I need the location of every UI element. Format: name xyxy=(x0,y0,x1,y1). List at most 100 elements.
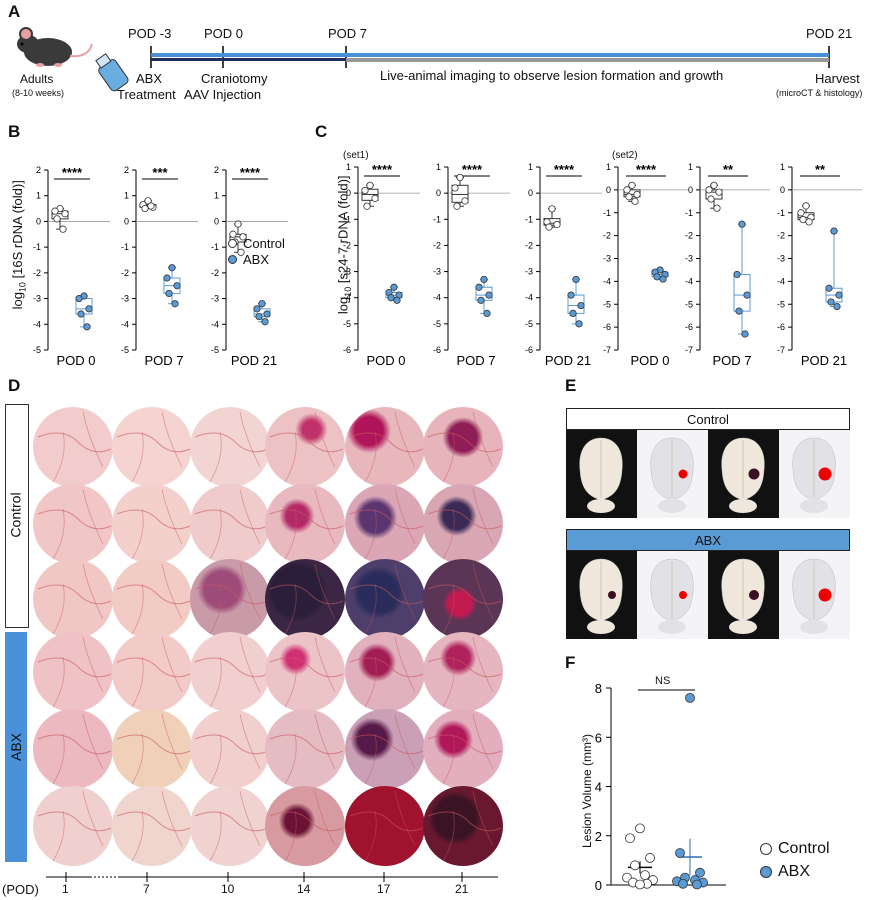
data-point xyxy=(799,216,807,224)
intravital-image-r5-c6 xyxy=(423,709,503,789)
intravital-image-r2-c5 xyxy=(345,484,425,564)
panel-a-label: A xyxy=(8,2,21,21)
data-point xyxy=(567,291,575,299)
data-point xyxy=(825,284,833,292)
legend-abx-marker xyxy=(228,255,237,264)
y-tick-label: -1 xyxy=(777,208,785,218)
y-tick-label: -5 xyxy=(211,345,219,355)
x-axis-label: POD 0 xyxy=(366,353,405,368)
data-point xyxy=(461,197,469,205)
treatment-label: Treatment xyxy=(117,87,176,102)
data-point xyxy=(59,225,67,233)
e-control-bar: Control xyxy=(566,408,850,430)
vessels-icon xyxy=(116,636,191,708)
y-tick-label: 0 xyxy=(606,185,611,195)
box-chart-8: -7 -6 -5 -4 -3 -2 -1 0 1 POD 21 ** xyxy=(777,162,862,368)
data-point xyxy=(735,307,743,315)
data-point xyxy=(390,283,398,291)
y-tick-label: -3 xyxy=(33,294,41,304)
brain-icon xyxy=(792,558,836,634)
data-point xyxy=(827,298,835,306)
data-point xyxy=(835,291,843,299)
y-tick-label: -5 xyxy=(121,345,129,355)
intravital-image-r5-c3 xyxy=(190,709,270,789)
y-tick-label: -2 xyxy=(777,231,785,241)
y-tick-label: -6 xyxy=(433,345,441,355)
vessels-icon xyxy=(427,790,502,862)
x-axis-label: POD 21 xyxy=(231,353,277,368)
vessels-icon xyxy=(116,411,191,483)
y-tick-label: -7 xyxy=(603,345,611,355)
y-tick-label: -6 xyxy=(343,345,351,355)
legend-abx: ABX xyxy=(228,252,269,267)
intravital-image-r4-c2 xyxy=(112,632,192,712)
vessels-icon xyxy=(194,411,269,483)
vessels-icon xyxy=(427,713,502,785)
data-point xyxy=(147,202,155,210)
y-tick-label: -2 xyxy=(525,240,533,250)
intravital-image-r2-c6 xyxy=(423,484,503,564)
brain-icon xyxy=(650,558,694,634)
pod-day-17: 17 xyxy=(377,882,391,896)
pod-day-14: 14 xyxy=(297,882,311,896)
vessels-icon xyxy=(349,488,424,560)
f-data-point xyxy=(630,860,640,871)
pod-day-1: 1 xyxy=(62,882,69,896)
f-y-tick-label: 6 xyxy=(595,730,602,745)
x-axis-label: POD 7 xyxy=(144,353,183,368)
f-data-point xyxy=(622,872,632,883)
brain-image-r2-c3 xyxy=(708,551,779,639)
box-chart-7: -7 -6 -5 -4 -3 -2 -1 0 1 POD 7 ** xyxy=(685,162,770,368)
intravital-image-r1-c3 xyxy=(190,407,270,487)
f-data-point xyxy=(645,853,655,863)
data-point xyxy=(141,204,149,213)
significance-stars: **** xyxy=(462,162,483,177)
y-tick-label: 1 xyxy=(436,162,441,172)
y-tick-label: -4 xyxy=(603,276,611,286)
y-tick-label: -1 xyxy=(121,242,129,252)
f-data-point xyxy=(642,878,652,889)
vessels-icon xyxy=(37,636,112,708)
data-point xyxy=(258,300,266,308)
vessels-icon xyxy=(194,488,269,560)
brain-icon xyxy=(721,558,765,634)
intravital-image-r6-c1 xyxy=(33,786,113,866)
data-point xyxy=(475,283,483,291)
f-data-point xyxy=(685,692,695,703)
y-tick-label: 1 xyxy=(606,162,611,172)
data-point xyxy=(453,202,461,210)
y-tick-label: 0 xyxy=(346,188,351,198)
x-axis-label: POD 7 xyxy=(712,353,751,368)
intravital-image-r4-c5 xyxy=(345,632,425,712)
y-tick-label: -2 xyxy=(121,268,129,278)
vessels-icon xyxy=(427,636,502,708)
brain-icon xyxy=(721,437,765,513)
data-point xyxy=(366,181,374,189)
vessels-icon xyxy=(349,563,424,635)
intravital-image-r6-c6 xyxy=(423,786,503,866)
f-legend-abx-text: ABX xyxy=(778,863,811,880)
x-axis-label: POD 0 xyxy=(630,353,669,368)
f-data-point xyxy=(692,879,702,890)
y-tick-label: 2 xyxy=(36,165,41,175)
vessels-icon xyxy=(194,636,269,708)
y-tick-label: 1 xyxy=(346,162,351,172)
intravital-image-r6-c4 xyxy=(265,786,345,866)
f-data-point xyxy=(690,875,700,885)
f-data-point xyxy=(680,872,690,883)
data-point xyxy=(361,186,369,195)
data-point xyxy=(577,301,585,310)
y-tick-label: -4 xyxy=(121,319,129,329)
f-data-point xyxy=(678,878,688,889)
vessels-icon xyxy=(269,488,344,560)
vessels-icon xyxy=(116,790,191,862)
brain-icon xyxy=(579,558,623,634)
brain-image-r2-c2 xyxy=(637,551,708,639)
f-legend-control-marker xyxy=(760,843,772,855)
intravital-image-r3-c1 xyxy=(33,559,113,639)
vessels-icon xyxy=(349,713,424,785)
intravital-image-r5-c5 xyxy=(345,709,425,789)
panel-d-label: D xyxy=(8,376,21,395)
y-tick-label: -1 xyxy=(525,214,533,224)
data-point xyxy=(77,310,85,318)
